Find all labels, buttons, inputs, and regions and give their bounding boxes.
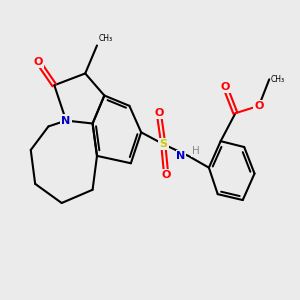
Text: N: N <box>176 151 185 161</box>
Text: N: N <box>61 116 71 126</box>
Text: O: O <box>161 170 171 180</box>
Text: CH₃: CH₃ <box>271 75 285 84</box>
Text: CH₃: CH₃ <box>98 34 112 43</box>
Text: O: O <box>254 101 264 111</box>
Text: O: O <box>33 57 43 67</box>
Text: O: O <box>154 108 164 118</box>
Text: O: O <box>220 82 230 92</box>
Text: H: H <box>192 146 200 157</box>
Text: S: S <box>159 139 167 149</box>
